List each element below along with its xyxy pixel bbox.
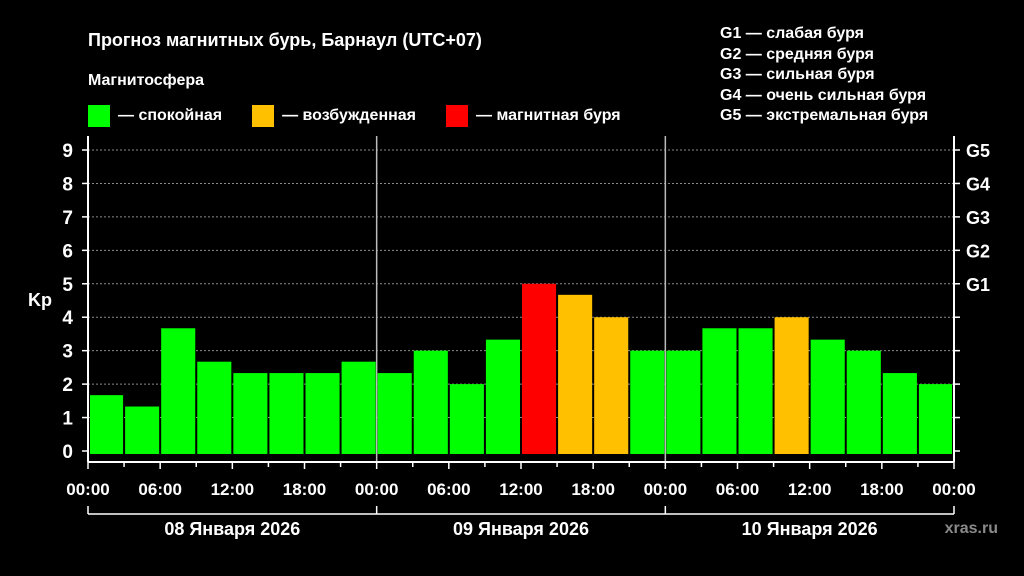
legend-label-storm: — магнитная буря xyxy=(476,107,621,124)
g-scale-tick-label: G4 xyxy=(966,174,990,194)
x-tick-label: 12:00 xyxy=(788,480,831,499)
watermark: xras.ru xyxy=(944,520,998,537)
bar xyxy=(161,328,196,454)
y-tick-label: 8 xyxy=(62,174,73,195)
x-tick-label: 00:00 xyxy=(644,480,687,499)
x-tick-label: 00:00 xyxy=(355,480,398,499)
x-tick-label: 06:00 xyxy=(138,480,181,499)
legend-item-calm: — спокойная xyxy=(88,105,222,127)
y-tick-label: 3 xyxy=(62,342,73,363)
x-tick-label: 06:00 xyxy=(716,480,759,499)
legend-label-calm: — спокойная xyxy=(118,107,223,124)
bar xyxy=(269,373,304,454)
bar xyxy=(738,328,773,454)
x-tick-label: 00:00 xyxy=(932,480,975,499)
x-tick-label: 18:00 xyxy=(283,480,326,499)
bar xyxy=(449,384,484,454)
x-tick-label: 00:00 xyxy=(66,480,109,499)
y-tick-label: 4 xyxy=(62,308,73,329)
bar xyxy=(341,361,376,454)
g-scale-g2: G2 — средняя буря xyxy=(720,45,874,63)
y-tick-label: 1 xyxy=(62,409,73,430)
y-tick-label: 7 xyxy=(62,208,73,229)
bar xyxy=(197,361,232,454)
legend-item-excited: — возбужденная xyxy=(252,105,416,127)
y-tick-label: 9 xyxy=(62,141,73,162)
bar xyxy=(810,339,845,454)
legend: — спокойная — возбужденная — магнитная б… xyxy=(88,104,621,128)
x-tick-label: 06:00 xyxy=(427,480,470,499)
legend-swatch-excited xyxy=(252,105,275,127)
bar xyxy=(377,373,412,454)
bar xyxy=(413,350,448,454)
bar xyxy=(305,373,340,454)
x-tick-label: 12:00 xyxy=(499,480,542,499)
g-scale-g4: G4 — очень сильная буря xyxy=(720,86,927,104)
bar xyxy=(666,350,701,454)
day-label: 09 Января 2026 xyxy=(453,519,589,539)
bar xyxy=(918,384,952,454)
chart-title: Прогноз магнитных бурь, Барнаул (UTC+07) xyxy=(88,30,482,50)
bar xyxy=(90,395,124,454)
bar xyxy=(846,350,881,454)
g-scale-g1: G1 — слабая буря xyxy=(720,25,865,42)
day-label: 08 Января 2026 xyxy=(164,519,300,539)
y-tick-label: 0 xyxy=(62,442,73,463)
g-scale-tick-label: G1 xyxy=(966,275,990,295)
y-axis-label: Kp xyxy=(28,290,52,310)
chart-subtitle: Магнитосфера xyxy=(88,72,205,89)
legend-label-excited: — возбужденная xyxy=(282,107,417,124)
g-scale-legend: G1 — слабая буря G2 — средняя буря G3 — … xyxy=(720,24,928,127)
legend-swatch-calm xyxy=(88,105,110,127)
y-tick-label: 5 xyxy=(62,275,73,296)
legend-item-storm: — магнитная буря xyxy=(446,105,621,127)
x-tick-label: 18:00 xyxy=(571,480,614,499)
bar xyxy=(485,339,520,454)
y-tick-label: 6 xyxy=(62,241,73,262)
bar xyxy=(594,317,629,454)
bar xyxy=(522,283,557,454)
bar xyxy=(774,317,809,454)
x-tick-label: 12:00 xyxy=(211,480,254,499)
bar xyxy=(558,294,593,454)
day-label: 10 Января 2026 xyxy=(742,519,878,539)
g-scale-tick-label: G5 xyxy=(966,141,990,161)
g-scale-tick-label: G2 xyxy=(966,241,990,261)
y-tick-label: 2 xyxy=(62,375,73,396)
bar xyxy=(702,328,737,454)
g-scale-tick-label: G3 xyxy=(966,208,990,228)
bar xyxy=(233,373,268,454)
g-scale-g5: G5 — экстремальная буря xyxy=(720,107,929,124)
bar xyxy=(630,350,665,454)
g-scale-g3: G3 — сильная буря xyxy=(720,66,875,83)
legend-swatch-storm xyxy=(446,105,469,127)
bar xyxy=(125,406,160,454)
bar xyxy=(882,373,917,454)
x-tick-label: 18:00 xyxy=(860,480,903,499)
